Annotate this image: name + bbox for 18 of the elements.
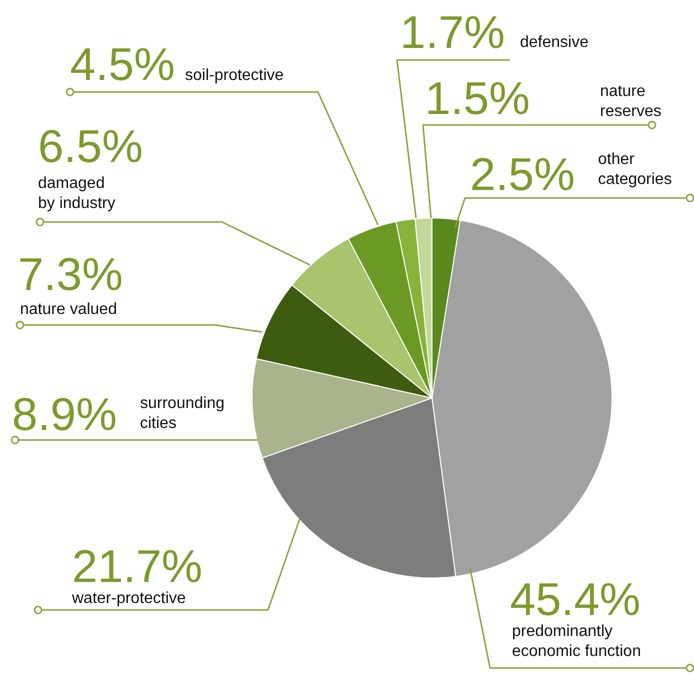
data-label: 2.5%	[470, 148, 575, 200]
data-label: 1.7%	[400, 6, 505, 58]
slice-label: surrounding cities	[140, 395, 224, 432]
data-label: 8.9%	[12, 388, 117, 440]
data-label: 4.5%	[70, 38, 175, 90]
data-label: 45.4%	[510, 573, 640, 625]
slice-label: damaged by industry	[38, 175, 116, 212]
data-label: 21.7%	[72, 540, 202, 592]
slice-label: predominantly economic function	[512, 623, 641, 660]
data-label: 6.5%	[38, 120, 143, 172]
data-label: 7.3%	[18, 248, 123, 300]
slice-label: soil-protective	[185, 67, 284, 84]
slice-label: defensive	[520, 34, 589, 51]
data-label: 1.5%	[425, 72, 530, 124]
slice-label: water-protective	[71, 590, 186, 607]
slice-label: nature valued	[20, 301, 117, 318]
slice-label: nature reserves	[600, 83, 662, 120]
slice-label: other categories	[598, 151, 672, 188]
